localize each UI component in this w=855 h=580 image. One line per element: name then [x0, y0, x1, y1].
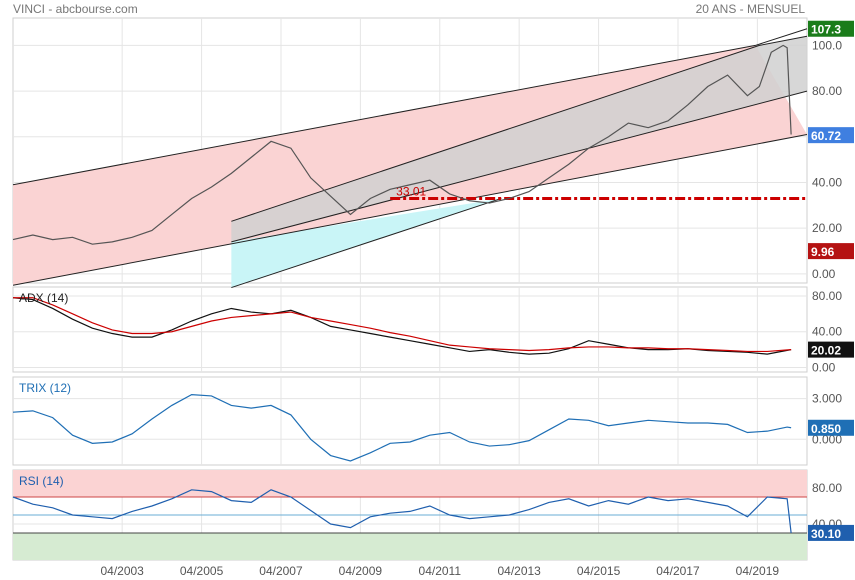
- panel-title: TRIX (12): [19, 381, 71, 395]
- chart-source-title: VINCI - abcbourse.com: [13, 2, 138, 16]
- y-tick-label: 20.00: [812, 221, 842, 235]
- y-tick-label: 100.0: [812, 38, 842, 52]
- x-tick-label: 04/2005: [180, 564, 224, 578]
- value-badge-label: 9.96: [811, 245, 835, 259]
- y-tick-label: 80.00: [812, 481, 842, 495]
- x-tick-label: 04/2011: [419, 564, 462, 578]
- x-tick-label: 04/2013: [497, 564, 541, 578]
- panel-frame-adx: [12, 286, 808, 373]
- y-tick-label: 80.00: [812, 84, 842, 98]
- y-tick-label: 3.000: [812, 392, 842, 406]
- series-line-adx: [13, 297, 792, 353]
- y-tick-label: 80.00: [812, 289, 842, 303]
- channel-inner: [231, 36, 808, 242]
- value-badge: [808, 127, 854, 144]
- y-tick-label: 0.00: [812, 361, 836, 375]
- y-tick-label: 0.000: [812, 432, 842, 446]
- support-trend-line: [231, 197, 502, 289]
- rsi-overbought-zone: [13, 470, 807, 497]
- y-tick-label: 40.00: [812, 175, 842, 189]
- support-level-label: 33.01: [396, 184, 426, 198]
- value-badge: [808, 243, 854, 260]
- x-tick-label: 04/2003: [100, 564, 144, 578]
- x-tick-label: 04/2007: [259, 564, 303, 578]
- x-tick-label: 04/2017: [656, 564, 700, 578]
- series-line-adx: [12, 297, 792, 355]
- value-badge-label: 20.02: [811, 344, 841, 358]
- panel-title: ADX (14): [19, 291, 68, 305]
- panel-frame-trix: [12, 376, 808, 466]
- value-badge-label: 30.10: [811, 527, 841, 541]
- channel-inner-lower-line: [231, 90, 808, 243]
- y-tick-label: 40.00: [812, 325, 842, 339]
- y-tick-label: 0.00: [812, 267, 836, 281]
- channel-outer-lower-line: [12, 134, 808, 286]
- rsi-oversold-zone: [13, 533, 807, 560]
- value-badge: [808, 20, 854, 37]
- x-tick-label: 04/2009: [339, 564, 383, 578]
- channel-outer-upper-line: [12, 28, 808, 186]
- series-line-trix: [12, 393, 792, 462]
- value-badge: [808, 419, 854, 436]
- x-tick-label: 04/2015: [577, 564, 621, 578]
- value-badge: [808, 341, 854, 358]
- value-badge-label: 0.850: [811, 422, 841, 436]
- value-badge: [808, 524, 854, 541]
- series-line-rsi: [12, 489, 792, 534]
- channel-inner-upper-line: [231, 35, 808, 222]
- x-tick-label: 04/2019: [736, 564, 780, 578]
- chart-period-label: 20 ANS - MENSUEL: [695, 2, 805, 16]
- value-badge-label: 107.3: [811, 23, 841, 37]
- value-badge-label: 60.72: [811, 129, 841, 143]
- panel-title: RSI (14): [19, 474, 64, 488]
- series-line-price: [12, 44, 792, 245]
